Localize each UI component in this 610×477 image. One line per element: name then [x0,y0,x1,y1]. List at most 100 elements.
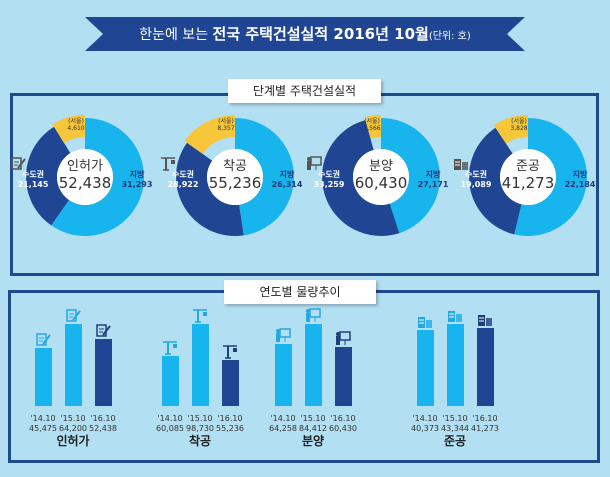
bar-준공-2 [476,327,494,406]
capital-label: 수도권 19,089 [460,170,492,189]
bar-label: '16.10 60,430 [329,414,357,433]
local-label: 지방 31,293 [121,170,153,189]
bar-icon [222,342,238,359]
buildings-icon [448,311,462,322]
bar-인허가-1 [64,324,82,406]
seoul-slice [184,115,235,154]
stage-name: 착공 [160,155,310,174]
document-pen-icon [36,333,51,346]
capital-label: 수도권 33,259 [313,170,345,189]
bar-착공-1 [191,324,209,406]
group-name: 착공 [188,434,212,448]
seoul-label: (서울) 8,357 [217,118,235,132]
seoul-label: (서울) 3,828 [510,118,528,132]
title-banner: 한눈에 보는 전국 주택건설실적 2016년 10월(단위: 호) [85,17,525,51]
bar-label: '16.10 52,438 [89,414,117,433]
capital-slice [469,127,522,235]
seoul-label: (서울) 2,566 [363,118,381,132]
capital-slice [175,142,244,237]
page-title: 한눈에 보는 전국 주택건설실적 2016년 10월(단위: 호) [139,25,471,43]
local-slice [381,118,440,234]
bar-icon [477,310,493,326]
group-name: 인허가 [56,434,90,448]
group-name: 준공 [443,434,467,448]
bar-icon [417,312,433,328]
document-pen-icon [11,157,26,170]
donut-착공: 수도권 28,922 지방 26,314 (서울) 8,357 착공 55,236 [160,115,310,239]
bar-icon [162,338,178,355]
stage-total: 60,430 [354,174,408,192]
stage-panel-title: 단계별 주택건설실적 [228,79,381,103]
bar-icon [192,306,208,323]
capital-label: 수도권 28,922 [167,170,199,189]
seoul-slice [52,115,85,143]
seoul-label: (서울) 4,610 [67,118,85,132]
bar-착공-2 [221,360,239,406]
seoul-slice [364,115,381,139]
bar-label: '15.10 43,344 [441,414,469,433]
bar-icon [35,330,51,346]
bar-label: '15.10 98,730 [186,414,214,433]
bar-분양-2 [334,347,352,406]
local-slice [51,118,144,236]
capital-slice [322,120,400,236]
local-slice [514,118,587,236]
bar-label: '16.10 41,273 [471,414,499,433]
document-pen-icon [66,309,81,322]
presentation-board-icon [336,331,351,346]
crane-icon [163,341,177,355]
stage-total: 55,236 [208,174,262,192]
local-label: 지방 27,171 [417,170,449,189]
presentation-board-icon [307,156,322,170]
donut-분양: 수도권 33,259 지방 27,171 (서울) 2,566 분양 60,430 [306,115,456,239]
seoul-slice [493,115,528,144]
donut-준공: 수도권 19,089 지방 22,184 (서울) 3,828 준공 41,273 [453,115,603,239]
presentation-board-icon [306,308,321,322]
stage-name: 준공 [453,155,603,174]
stage-total: 41,273 [501,174,555,192]
bar-label: '15.10 84,412 [299,414,327,433]
document-pen-icon [96,324,111,337]
bar-인허가-0 [34,347,52,406]
crane-icon [161,157,175,171]
bar-label: '14.10 64,258 [269,414,297,433]
donut-hole [500,149,556,205]
bar-인허가-2 [94,339,112,406]
stage-name: 인허가 [10,155,160,174]
stage-total: 52,438 [58,174,112,192]
presentation-board-icon [276,327,291,342]
group-name: 분양 [301,434,325,448]
stage-name: 분양 [306,155,456,174]
bar-착공-0 [161,356,179,406]
local-slice [235,118,295,236]
bar-label: '15.10 64,200 [59,414,87,433]
bar-준공-1 [446,324,464,406]
buildings-icon [478,314,492,326]
bar-icon [305,306,321,322]
capital-label: 수도권 21,145 [17,170,49,189]
bar-icon [65,306,81,322]
crane-icon [193,309,207,323]
bar-icon [447,306,463,322]
bar-label: '14.10 45,475 [29,414,57,433]
bar-icon [335,329,351,346]
local-label: 지방 22,184 [564,170,596,189]
capital-slice [26,126,71,226]
donut-hole [353,149,409,205]
crane-icon [223,345,237,359]
bar-icon [275,326,291,342]
buildings-icon [454,159,468,170]
bar-분양-1 [304,324,322,406]
local-label: 지방 26,314 [271,170,303,189]
banner-ribbon [85,17,525,51]
donut-hole [207,149,263,205]
buildings-icon [418,316,432,328]
bar-분양-0 [274,343,292,406]
bar-준공-0 [416,329,434,406]
bar-label: '16.10 55,236 [216,414,244,433]
yearly-panel-title: 연도별 물량추이 [224,280,376,304]
bar-label: '14.10 60,085 [156,414,184,433]
bar-icon [95,321,111,337]
donut-hole [57,149,113,205]
